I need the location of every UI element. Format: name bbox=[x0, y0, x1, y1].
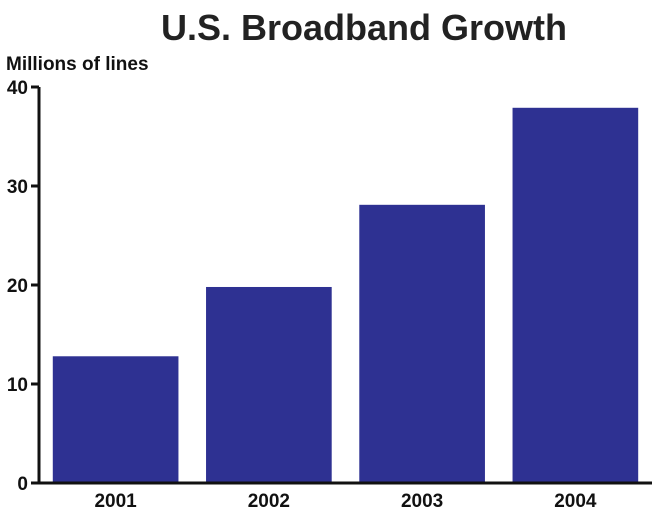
y-tick-label-20: 20 bbox=[7, 276, 28, 297]
y-axis-label: Millions of lines bbox=[6, 54, 149, 75]
y-ticks-group: 0 10 20 30 40 bbox=[7, 78, 39, 495]
chart-title: U.S. Broadband Growth bbox=[161, 7, 567, 48]
x-tick-label-2003: 2003 bbox=[401, 491, 443, 512]
x-ticks-group: 2001 2002 2003 2004 bbox=[94, 491, 596, 512]
bar-2003 bbox=[359, 204, 485, 483]
bar-2004 bbox=[512, 107, 639, 483]
bars-group bbox=[52, 107, 639, 483]
x-tick-label-2001: 2001 bbox=[94, 491, 137, 512]
y-tick-label-0: 0 bbox=[17, 474, 28, 495]
y-tick-label-40: 40 bbox=[7, 78, 28, 99]
y-tick-label-10: 10 bbox=[7, 375, 28, 396]
x-tick-label-2004: 2004 bbox=[554, 491, 597, 512]
bar-2002 bbox=[206, 286, 332, 483]
x-tick-label-2002: 2002 bbox=[248, 491, 290, 512]
bar-2001 bbox=[52, 356, 179, 483]
y-tick-label-30: 30 bbox=[7, 177, 28, 198]
